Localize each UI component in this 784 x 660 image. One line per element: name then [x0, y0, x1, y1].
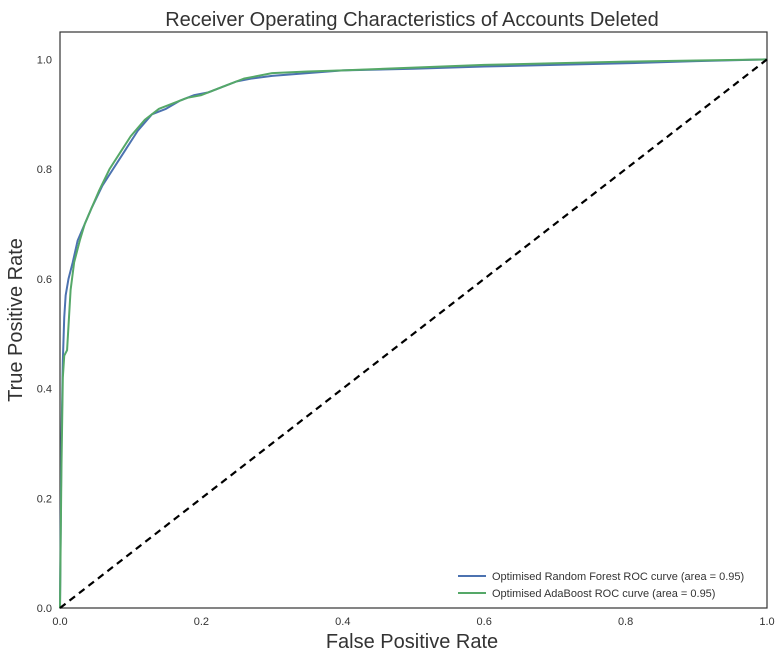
- series-layer: [59, 58, 768, 609]
- legend-label-random-forest: Optimised Random Forest ROC curve (area …: [492, 571, 744, 583]
- x-tick-label: 1.0: [759, 616, 774, 628]
- y-tick-labels: 0.0 0.2 0.4 0.6 0.8 1.0: [37, 54, 52, 615]
- plot-frame: [59, 31, 768, 609]
- x-tick-label: 0.0: [52, 616, 67, 628]
- plot-area: [59, 31, 768, 609]
- series-line-0: [59, 58, 768, 609]
- x-tick-labels: 0.0 0.2 0.4 0.6 0.8 1.0: [52, 616, 774, 628]
- series-line-1: [59, 58, 768, 609]
- x-tick-label: 0.8: [618, 616, 633, 628]
- y-tick-label: 0.4: [37, 384, 52, 396]
- y-axis-label: True Positive Rate: [5, 238, 27, 402]
- chart-title: Receiver Operating Characteristics of Ac…: [165, 9, 659, 31]
- x-axis-label: False Positive Rate: [326, 631, 498, 653]
- y-tick-label: 0.8: [37, 164, 52, 176]
- x-tick-label: 0.4: [335, 616, 350, 628]
- chance-diagonal-line: [59, 58, 768, 609]
- legend: Optimised Random Forest ROC curve (area …: [458, 571, 744, 600]
- y-tick-label: 1.0: [37, 54, 52, 66]
- x-tick-label: 0.2: [194, 616, 209, 628]
- legend-label-adaboost: Optimised AdaBoost ROC curve (area = 0.9…: [492, 588, 715, 600]
- y-tick-label: 0.0: [37, 603, 52, 615]
- y-tick-label: 0.6: [37, 274, 52, 286]
- y-tick-label: 0.2: [37, 493, 52, 505]
- x-tick-label: 0.6: [477, 616, 492, 628]
